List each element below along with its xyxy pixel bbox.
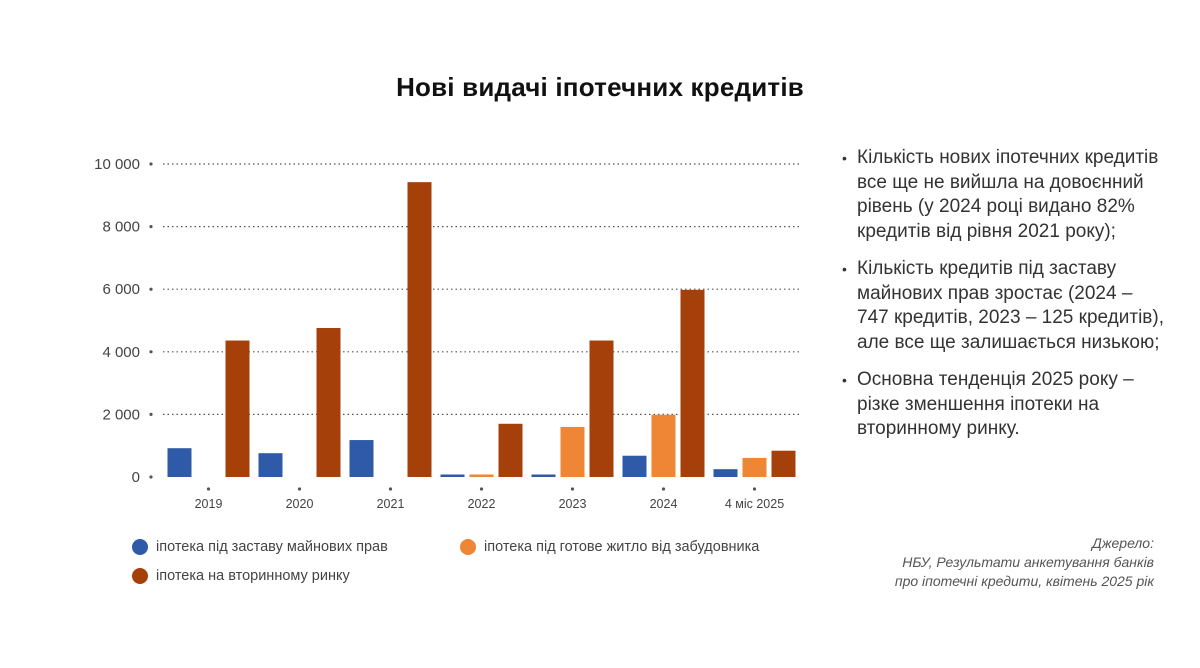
bullet-icon: • [842,261,847,277]
note-item: • Основна тенденція 2025 року – різке зме… [838,368,1168,442]
bullet-icon: • [842,150,847,166]
source-note: Джерело: НБУ, Результати анкетування бан… [895,534,1154,591]
note-text: Кількість кредитів під заставу майнових … [857,258,1165,353]
x-tick-label: 2023 [559,497,587,511]
y-tick-label: 8 000 [102,219,140,236]
x-tick-mark [752,487,757,491]
bar [531,474,556,477]
y-tick-mark [149,412,153,416]
bullet-icon: • [842,372,847,388]
bar [680,289,705,477]
y-tick-mark [149,287,153,291]
chart-legend: іпотека під заставу майнових прав іпотек… [132,539,832,599]
y-tick-label: 6 000 [102,281,140,298]
y-tick-mark [149,350,153,354]
x-tick-mark [570,487,575,491]
x-tick-mark [297,487,302,491]
bar [771,450,796,477]
legend-dot-developer-housing [460,539,476,555]
source-label: Джерело: [1092,535,1154,551]
bar [469,474,494,477]
chart-title: Нові видачі іпотечних кредитів [396,72,804,102]
x-tick-label: 2022 [468,497,496,511]
x-tick-mark [661,487,666,491]
bar [713,469,738,477]
bar [651,414,676,477]
x-tick-mark [206,487,211,491]
legend-item-developer-housing: іпотека під готове житло від забудовника [460,539,759,555]
note-item: • Кількість нових іпотечних кредитів все … [838,146,1168,244]
bar [225,340,250,477]
bar [349,440,374,477]
bar [589,340,614,477]
y-tick-label: 2 000 [102,406,140,423]
y-tick-mark [149,475,153,479]
bar [440,474,465,477]
legend-label-developer-housing: іпотека під готове житло від забудовника [484,539,760,555]
x-tick-label: 2020 [286,497,314,511]
bar [167,448,192,477]
bar [498,423,523,477]
x-tick-label: 2019 [195,497,223,511]
legend-dot-secondary-market [132,568,148,584]
legend-item-property-rights: іпотека під заставу майнових прав [132,539,388,555]
bar [622,455,647,477]
x-tick-mark [479,487,484,491]
source-line-1: НБУ, Результати анкетування банків [902,554,1154,570]
notes-list: • Кількість нових іпотечних кредитів все … [838,146,1168,455]
bar [407,182,432,478]
legend-label-secondary-market: іпотека на вторинному ринку [156,568,350,584]
y-tick-label: 10 000 [94,156,140,173]
x-tick-label: 4 міс 2025 [725,497,784,511]
note-text: Кількість нових іпотечних кредитів все щ… [857,147,1159,242]
bar [560,426,585,477]
x-tick-mark [388,487,393,491]
x-tick-label: 2024 [650,497,678,511]
bar [742,457,767,477]
legend-dot-property-rights [132,539,148,555]
y-tick-mark [149,225,153,229]
legend-item-secondary-market: іпотека на вторинному ринку [132,568,350,584]
y-tick-mark [149,162,153,166]
legend-label-property-rights: іпотека під заставу майнових прав [156,539,388,555]
note-item: • Кількість кредитів під заставу майнових… [838,257,1168,355]
bar [316,328,341,477]
y-tick-label: 4 000 [102,344,140,361]
y-tick-label: 0 [132,469,140,486]
source-line-2: про іпотечні кредити, квітень 2025 рік [894,573,1154,589]
x-tick-label: 2021 [377,497,405,511]
note-text: Основна тенденція 2025 року – різке змен… [857,369,1134,439]
bar-chart: 0 2 000 4 000 6 000 8 000 10 000 2019 2020 2021 2… [94,156,800,511]
bar [258,453,283,477]
